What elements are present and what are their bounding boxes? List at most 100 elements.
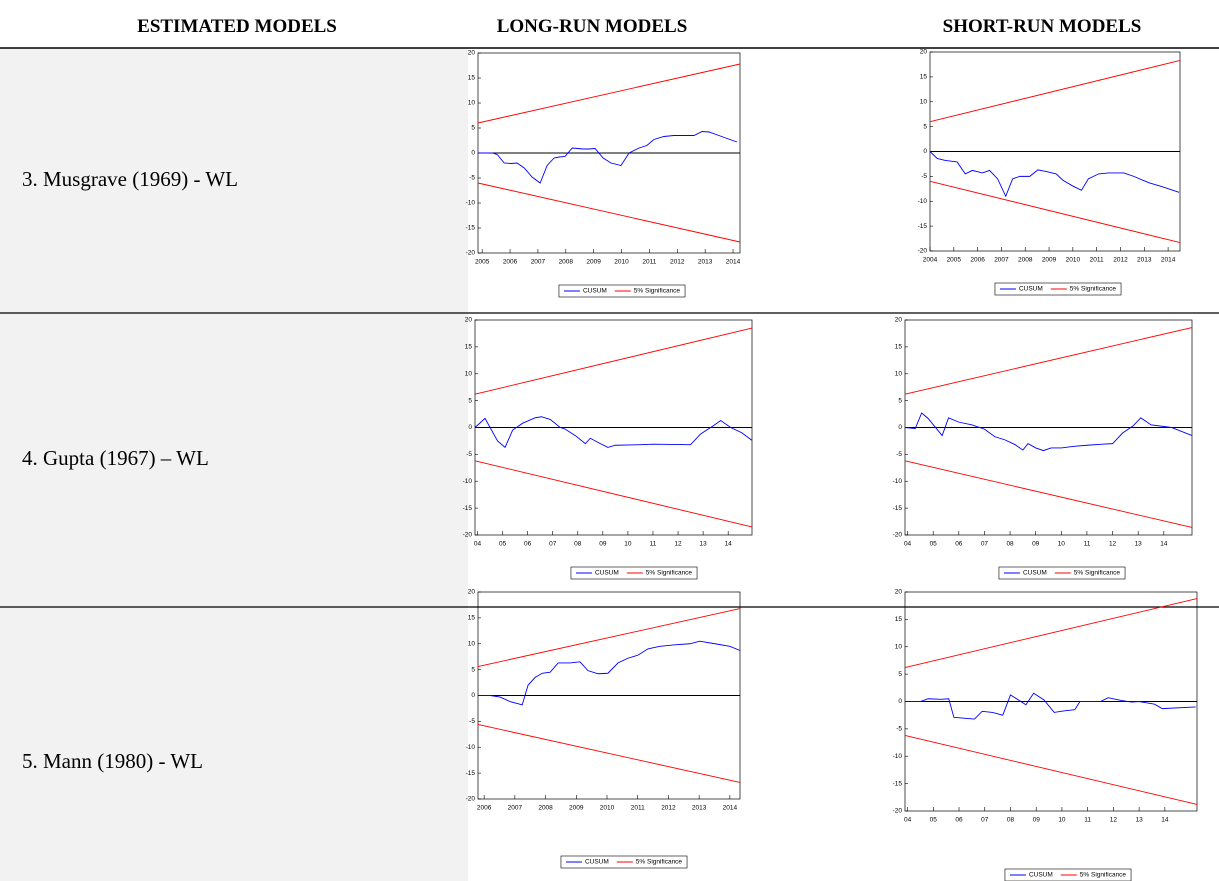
x-tick-label: 2009 <box>586 259 601 266</box>
legend-label: CUSUM <box>585 859 609 866</box>
legend: CUSUM 5% Significance <box>1004 868 1132 881</box>
x-tick-label: 2011 <box>1090 257 1104 264</box>
x-tick-label: 2008 <box>538 805 553 812</box>
y-tick-label: 15 <box>895 616 903 623</box>
legend-label: CUSUM <box>1029 872 1053 879</box>
series-line <box>474 327 753 395</box>
series-line <box>904 735 1198 805</box>
legend: CUSUM 5% Significance <box>558 284 686 298</box>
x-tick-label: 2007 <box>531 259 546 266</box>
legend-label: 5% Significance <box>646 570 693 577</box>
x-tick-label: 14 <box>1160 541 1168 548</box>
y-tick-label: -20 <box>918 248 928 255</box>
x-tick-label: 2005 <box>947 257 962 264</box>
column-header: LONG-RUN MODELS <box>497 16 688 37</box>
legend: CUSUM 5% Significance <box>994 282 1122 296</box>
x-tick-label: 13 <box>700 541 708 548</box>
x-tick-label: 2009 <box>569 805 584 812</box>
y-tick-label: -10 <box>918 198 928 205</box>
series-line <box>905 692 1196 720</box>
y-tick-label: 0 <box>898 424 902 431</box>
series-line <box>478 640 741 706</box>
x-tick-label: 2013 <box>692 805 707 812</box>
x-tick-label: 2014 <box>1161 257 1176 264</box>
y-tick-label: -20 <box>463 532 473 539</box>
legend-label: 5% Significance <box>634 288 681 295</box>
x-tick-label: 08 <box>1007 817 1015 824</box>
series-line <box>929 151 1180 198</box>
legend: CUSUM 5% Significance <box>570 566 698 580</box>
x-tick-label: 2010 <box>614 259 629 266</box>
legend-label: CUSUM <box>583 288 607 295</box>
x-tick-label: 2007 <box>508 805 523 812</box>
row-label: 5. Mann (1980) - WL <box>22 749 203 773</box>
series-line <box>929 60 1181 123</box>
y-tick-label: -15 <box>463 505 473 512</box>
x-tick-label: 2011 <box>642 259 656 266</box>
x-tick-label: 2009 <box>1042 257 1057 264</box>
x-tick-label: 2014 <box>726 259 741 266</box>
x-tick-label: 05 <box>499 541 507 548</box>
x-tick-label: 2010 <box>600 805 615 812</box>
y-tick-label: 5 <box>898 671 902 678</box>
series-line <box>478 131 738 184</box>
y-tick-label: 0 <box>898 698 902 705</box>
legend-label: CUSUM <box>1023 570 1047 577</box>
legend: CUSUM 5% Significance <box>560 855 688 869</box>
y-tick-label: -15 <box>466 770 476 777</box>
y-tick-label: -5 <box>896 726 902 733</box>
y-tick-label: 5 <box>898 397 902 404</box>
x-tick-label: 07 <box>981 817 989 824</box>
y-tick-label: -10 <box>893 753 903 760</box>
first-column-background <box>0 48 468 881</box>
x-tick-label: 2004 <box>923 257 938 264</box>
x-tick-label: 05 <box>930 817 938 824</box>
y-tick-label: -10 <box>463 478 473 485</box>
x-tick-label: 14 <box>725 541 733 548</box>
x-tick-label: 2014 <box>723 805 738 812</box>
y-tick-label: 20 <box>465 317 473 324</box>
y-tick-label: 15 <box>468 615 476 622</box>
series-line <box>477 63 741 124</box>
series-line <box>904 327 1193 395</box>
x-tick-label: 2005 <box>475 259 490 266</box>
series-line <box>474 460 753 528</box>
y-tick-label: -5 <box>466 451 472 458</box>
x-tick-label: 07 <box>981 541 989 548</box>
x-tick-label: 14 <box>1161 817 1169 824</box>
x-tick-label: 2010 <box>1066 257 1081 264</box>
x-tick-label: 2013 <box>698 259 713 266</box>
y-tick-label: 5 <box>923 123 927 130</box>
x-tick-label: 2008 <box>1018 257 1033 264</box>
x-tick-label: 10 <box>1058 817 1066 824</box>
x-tick-label: 04 <box>904 817 912 824</box>
y-tick-label: -15 <box>893 780 903 787</box>
series-line <box>477 182 741 243</box>
y-tick-label: 5 <box>471 666 475 673</box>
y-tick-label: 10 <box>465 370 473 377</box>
series-line <box>477 608 741 667</box>
x-tick-label: 2012 <box>670 259 685 266</box>
x-tick-label: 10 <box>1058 541 1066 548</box>
y-tick-label: 15 <box>895 344 903 351</box>
y-tick-label: -5 <box>896 451 902 458</box>
series-line <box>904 460 1193 528</box>
y-tick-label: 15 <box>465 344 473 351</box>
x-tick-label: 08 <box>574 541 582 548</box>
x-tick-label: 12 <box>674 541 682 548</box>
y-tick-label: 20 <box>468 589 476 596</box>
legend-label: 5% Significance <box>1070 286 1117 293</box>
x-tick-label: 06 <box>955 817 963 824</box>
x-tick-label: 11 <box>1084 817 1091 824</box>
y-tick-label: 15 <box>920 74 928 81</box>
x-tick-label: 11 <box>650 541 657 548</box>
y-tick-label: 20 <box>920 49 928 56</box>
y-tick-label: -10 <box>466 744 476 751</box>
legend-label: CUSUM <box>1019 286 1043 293</box>
column-header: ESTIMATED MODELS <box>137 16 337 37</box>
row-label: 4. Gupta (1967) – WL <box>22 446 209 470</box>
x-tick-label: 2006 <box>970 257 985 264</box>
x-tick-label: 04 <box>904 541 912 548</box>
x-tick-label: 12 <box>1110 817 1118 824</box>
